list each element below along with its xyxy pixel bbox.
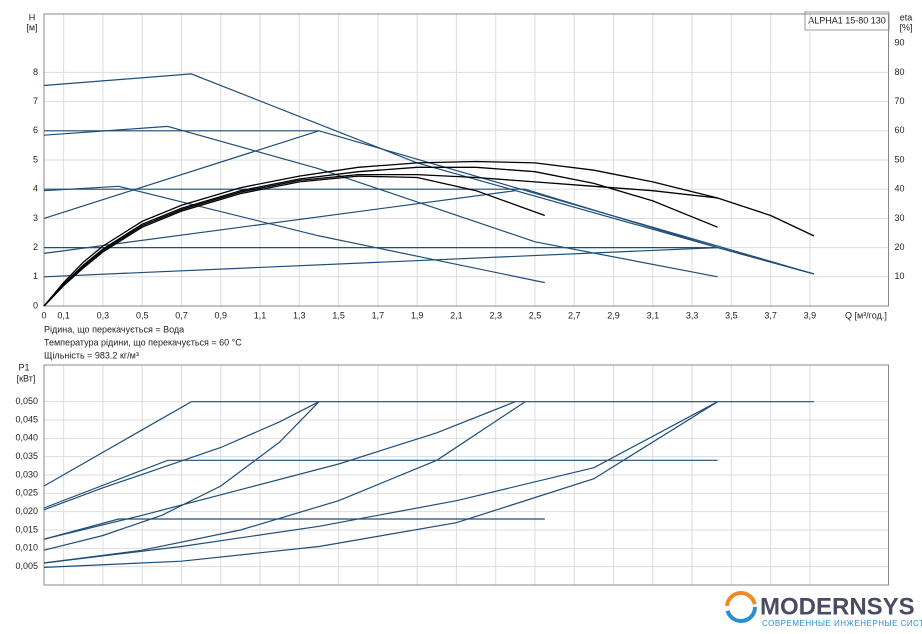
y2-tick-label: 10 [895,271,905,281]
y-tick-label: 0,025 [15,488,38,498]
y-label: H [29,12,36,22]
y-unit: [м] [26,22,37,32]
y-tick-label: 7 [33,96,38,106]
curve [44,247,815,275]
x-tick-label: 3,3 [686,310,699,320]
y-tick-label: 6 [33,125,38,135]
y-tick-label: 2 [33,242,38,252]
curve [43,459,718,509]
curve [43,185,545,284]
y2-tick-label: 60 [895,125,905,135]
curve [43,247,718,278]
curve [43,401,718,564]
x-tick-label: 1,9 [411,310,424,320]
y2-tick-label: 70 [895,96,905,106]
curve [43,401,526,564]
x-tick-label: 3,5 [725,310,738,320]
curve [43,518,545,540]
x-tick-label: 2,1 [450,310,463,320]
y-tick-label: 0,045 [15,414,38,424]
y2-tick-label: 90 [895,38,905,48]
logo-tagline: СОВРЕМЕННЫЕ ИНЖЕНЕРНЫЕ СИСТЕМЫ [762,619,922,628]
y-tick-label: 0 [33,300,38,310]
curve [43,401,516,540]
logo-icon [725,591,757,623]
curve [43,401,814,487]
y2-tick-label: 40 [895,184,905,194]
note: Температура рідини, що перекачується = 6… [44,337,242,347]
plot-frame [43,364,889,586]
y-tick-label: 0,005 [15,561,38,571]
chart-title: ALPHA1 15-80 130 [808,15,886,25]
x-label: Q [м³/год.] [845,310,887,320]
y2-label: eta [900,12,913,22]
x-tick-label: 2,5 [529,310,542,320]
y-tick-label: 8 [33,67,38,77]
x-tick-label: 0,5 [136,310,149,320]
plot-frame [43,13,889,307]
logo-name: MODERNSYS [760,593,915,620]
y2-tick-label: 50 [895,154,905,164]
x-tick-label: 1,7 [372,310,385,320]
x-tick-label: 3,1 [647,310,660,320]
curve [43,130,320,219]
y-tick-label: 0,015 [15,524,38,534]
y-label: P1 [18,362,29,372]
y2-tick-label: 20 [895,242,905,252]
x-tick-label: 1,3 [293,310,306,320]
y-tick-label: 5 [33,154,38,164]
y-tick-label: 0,010 [15,543,38,553]
x-tick-label: 3,7 [764,310,777,320]
curve [43,166,718,307]
x-tick-label: 1,1 [254,310,267,320]
y-tick-label: 0,040 [15,433,38,443]
x-tick-label: 0,1 [57,310,70,320]
y-tick-label: 0,035 [15,451,38,461]
x-tick-label: 1,5 [332,310,345,320]
y-tick-label: 1 [33,271,38,281]
x-tick-label: 0,3 [97,310,110,320]
y2-unit: [%] [899,22,912,32]
curve [43,173,718,307]
x-tick-label: 0 [41,310,46,320]
curve [44,188,718,249]
y2-tick-label: 80 [895,67,905,77]
curve [43,175,546,307]
x-tick-label: 2,7 [568,310,581,320]
curve [43,401,320,551]
x-tick-label: 3,9 [804,310,817,320]
y-tick-label: 4 [33,184,38,194]
logo-icon [725,591,757,623]
curve [43,401,320,511]
y-unit: [кВт] [17,373,36,383]
y2-tick-label: 30 [895,213,905,223]
note: Щільність = 983.2 кг/м³ [44,350,139,360]
curve [43,190,516,254]
y-tick-label: 0,030 [15,469,38,479]
note: Рідина, що перекачується = Вода [44,324,184,334]
y-tick-label: 0,050 [15,396,38,406]
curve [43,160,815,307]
y-tick-label: 0,020 [15,506,38,516]
x-tick-label: 2,3 [489,310,502,320]
x-tick-label: 0,9 [214,310,227,320]
curve [43,401,718,568]
x-tick-label: 0,7 [175,310,188,320]
y-tick-label: 3 [33,213,38,223]
curve [43,73,815,275]
x-tick-label: 2,9 [607,310,620,320]
